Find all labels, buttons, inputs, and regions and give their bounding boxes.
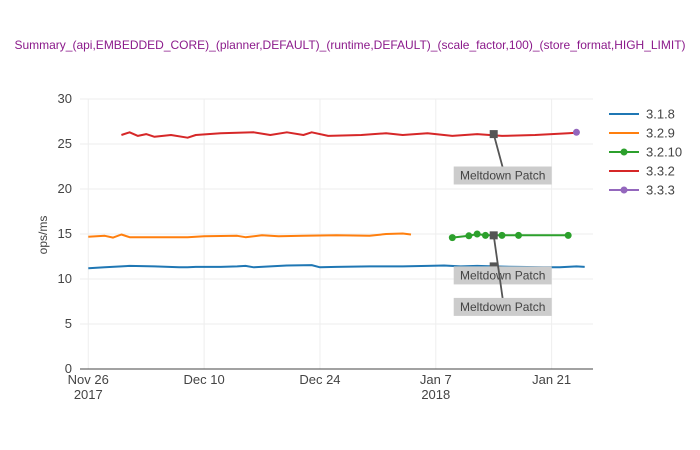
annotation-arrow xyxy=(492,235,504,300)
legend-label: 3.1.8 xyxy=(646,107,675,122)
data-point xyxy=(473,230,481,238)
legend-marker xyxy=(620,148,628,156)
legend-label: 3.3.2 xyxy=(646,164,675,179)
y-axis-label: ops/ms xyxy=(36,216,50,255)
annotation-box xyxy=(453,266,552,285)
series-3-3-3 xyxy=(572,128,580,136)
legend-item-3-3-3[interactable]: 3.3.3 xyxy=(609,183,675,198)
legend-label: 3.3.3 xyxy=(646,183,675,198)
series-layer xyxy=(88,128,585,270)
legend-item-3-2-10[interactable]: 3.2.10 xyxy=(609,145,682,160)
annotation-marker xyxy=(489,130,498,139)
annotation-label: Meltdown Patch xyxy=(460,169,545,183)
legend-label: 3.2.9 xyxy=(646,126,675,141)
annotation-arrow xyxy=(492,133,504,168)
y-tick-label: 20 xyxy=(58,181,72,196)
legend-label: 3.2.10 xyxy=(646,145,682,160)
legend: 3.1.8 3.2.9 3.2.10 3.3.2 3.3.3 xyxy=(609,107,682,198)
series-3-2-9 xyxy=(88,232,412,239)
x-tick-year-label: 2017 xyxy=(74,387,103,402)
data-point xyxy=(448,234,456,242)
chart-title: Summary_(api,EMBEDDED_CORE)_(planner,DEF… xyxy=(14,38,686,52)
y-tick-label: 15 xyxy=(58,226,72,241)
annotation-label: Meltdown Patch xyxy=(460,300,545,314)
legend-item-3-1-8[interactable]: 3.1.8 xyxy=(609,107,675,122)
y-tick-label: 25 xyxy=(58,136,72,151)
y-tick-label: 10 xyxy=(58,271,72,286)
y-tick-label: 0 xyxy=(65,361,72,376)
data-point xyxy=(481,231,489,239)
legend-item-3-2-9[interactable]: 3.2.9 xyxy=(609,126,675,141)
annotation-box xyxy=(453,166,552,185)
series-line xyxy=(88,232,412,239)
data-point xyxy=(572,128,580,136)
annotation-box xyxy=(453,297,552,316)
data-point xyxy=(465,232,473,240)
annotation-meltdown-patch: Meltdown Patch xyxy=(453,130,552,185)
data-point xyxy=(564,231,572,239)
annotation-marker xyxy=(489,231,498,240)
x-tick-label: Dec 10 xyxy=(184,372,225,387)
series-3-2-10 xyxy=(448,230,572,242)
x-tick-label: Dec 24 xyxy=(299,372,340,387)
annotation-layer: Meltdown Patch Meltdown Patch Meltdown Pat… xyxy=(453,130,552,316)
data-point xyxy=(498,231,506,239)
series-3-3-2 xyxy=(121,131,577,139)
y-tick-label: 30 xyxy=(58,91,72,106)
annotation-label: Meltdown Patch xyxy=(460,268,545,282)
x-tick-label: Jan 7 xyxy=(420,372,452,387)
y-tick-label: 5 xyxy=(65,316,72,331)
x-tick-label: Jan 21 xyxy=(532,372,571,387)
x-tick-year-label: 2018 xyxy=(421,387,450,402)
legend-item-3-3-2[interactable]: 3.3.2 xyxy=(609,164,675,179)
legend-marker xyxy=(620,186,628,194)
series-line xyxy=(121,131,577,139)
x-tick-label: Nov 26 xyxy=(68,372,109,387)
annotation-meltdown-patch: Meltdown Patch xyxy=(453,262,552,285)
data-point xyxy=(515,231,523,239)
annotation-meltdown-patch: Meltdown Patch xyxy=(453,231,552,316)
grid-lines xyxy=(80,98,593,369)
